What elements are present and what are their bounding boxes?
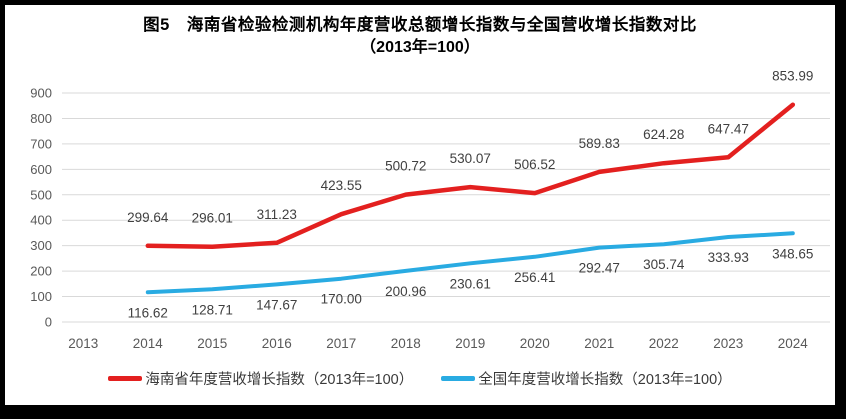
data-label: 500.72	[385, 159, 426, 174]
data-label: 305.74	[643, 257, 685, 272]
y-tick-label: 700	[30, 136, 52, 151]
y-tick-label: 200	[30, 264, 52, 279]
series-line-0	[145, 102, 796, 249]
y-tick-label: 400	[30, 213, 52, 228]
data-label: 296.01	[192, 211, 233, 226]
legend-swatch-hainan-red-line	[108, 376, 143, 381]
data-label: 292.47	[579, 261, 620, 276]
data-label: 170.00	[321, 292, 362, 307]
data-label: 530.07	[450, 151, 491, 166]
legend-swatch-national-blue-line	[441, 376, 476, 381]
x-tick-label: 2017	[326, 336, 356, 351]
x-tick-label: 2023	[713, 336, 743, 351]
y-tick-label: 500	[30, 187, 52, 202]
x-tick-label: 2015	[197, 336, 227, 351]
x-tick-label: 2021	[584, 336, 614, 351]
data-label: 624.28	[643, 127, 684, 142]
y-tick-label: 0	[45, 315, 52, 330]
x-tick-label: 2014	[133, 336, 164, 351]
x-tick-label: 2020	[520, 336, 550, 351]
legend-label-hainan: 海南省年度营收增长指数（2013年=100）	[145, 372, 414, 388]
data-label: 299.64	[127, 210, 169, 225]
x-tick-label: 2019	[455, 336, 485, 351]
x-tick-label: 2016	[262, 336, 292, 351]
y-tick-label: 800	[30, 111, 52, 126]
y-tick-label: 100	[30, 289, 52, 304]
data-label: 147.67	[256, 297, 297, 312]
data-label: 348.65	[772, 246, 813, 261]
data-label: 311.23	[257, 207, 297, 222]
x-tick-label: 2024	[778, 336, 809, 351]
chart-title: 图5 海南省检验检测机构年度营收总额增长指数与全国营收增长指数对比	[143, 16, 697, 34]
data-label: 200.96	[385, 284, 426, 299]
data-label: 647.47	[708, 121, 749, 136]
data-label: 423.55	[321, 178, 362, 193]
data-label: 333.93	[708, 250, 749, 265]
series-line-1	[145, 231, 795, 295]
data-label: 128.71	[192, 302, 233, 317]
chart-title-block: 图5 海南省检验检测机构年度营收总额增长指数与全国营收增长指数对比 （2013年…	[5, 14, 835, 58]
x-tick-label: 2018	[391, 336, 421, 351]
x-tick-label: 2022	[649, 336, 679, 351]
chart-subtitle: （2013年=100）	[360, 39, 480, 56]
legend-item-hainan: 海南省年度营收增长指数（2013年=100）	[108, 368, 413, 389]
y-tick-label: 300	[30, 238, 52, 253]
x-tick-label: 2013	[68, 336, 98, 351]
y-tick-label: 600	[30, 162, 52, 177]
chart-legend: 海南省年度营收增长指数（2013年=100） 全国年度营收增长指数（2013年=…	[5, 368, 835, 389]
data-label: 853.99	[772, 69, 813, 84]
y-tick-label: 900	[30, 86, 52, 101]
data-label: 230.61	[450, 276, 491, 291]
data-label: 589.83	[579, 136, 620, 151]
data-label: 116.62	[128, 305, 168, 320]
data-label: 506.52	[514, 157, 555, 172]
line-chart: 0 100 200 300 400 500 600 700 800 900 2013 2014 2015…	[30, 69, 830, 351]
data-label: 256.41	[514, 270, 555, 285]
legend-label-national: 全国年度营收增长指数（2013年=100）	[478, 372, 732, 388]
legend-item-national: 全国年度营收增长指数（2013年=100）	[441, 368, 732, 389]
